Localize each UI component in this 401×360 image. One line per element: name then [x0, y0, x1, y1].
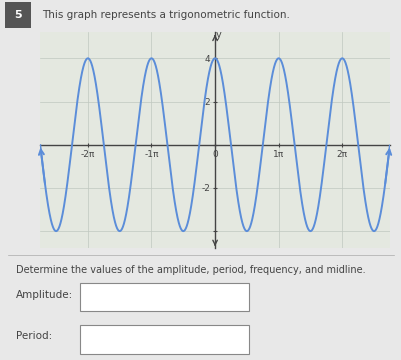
Text: y: y	[215, 30, 221, 40]
Text: 5: 5	[14, 10, 21, 20]
FancyBboxPatch shape	[80, 325, 249, 354]
Text: This graph represents a trigonometric function.: This graph represents a trigonometric fu…	[42, 10, 290, 20]
Text: Amplitude:: Amplitude:	[16, 290, 73, 300]
Text: Period:: Period:	[16, 331, 52, 341]
FancyBboxPatch shape	[5, 3, 31, 27]
FancyBboxPatch shape	[80, 283, 249, 311]
Text: Determine the values of the amplitude, period, frequency, and midline.: Determine the values of the amplitude, p…	[16, 265, 365, 275]
